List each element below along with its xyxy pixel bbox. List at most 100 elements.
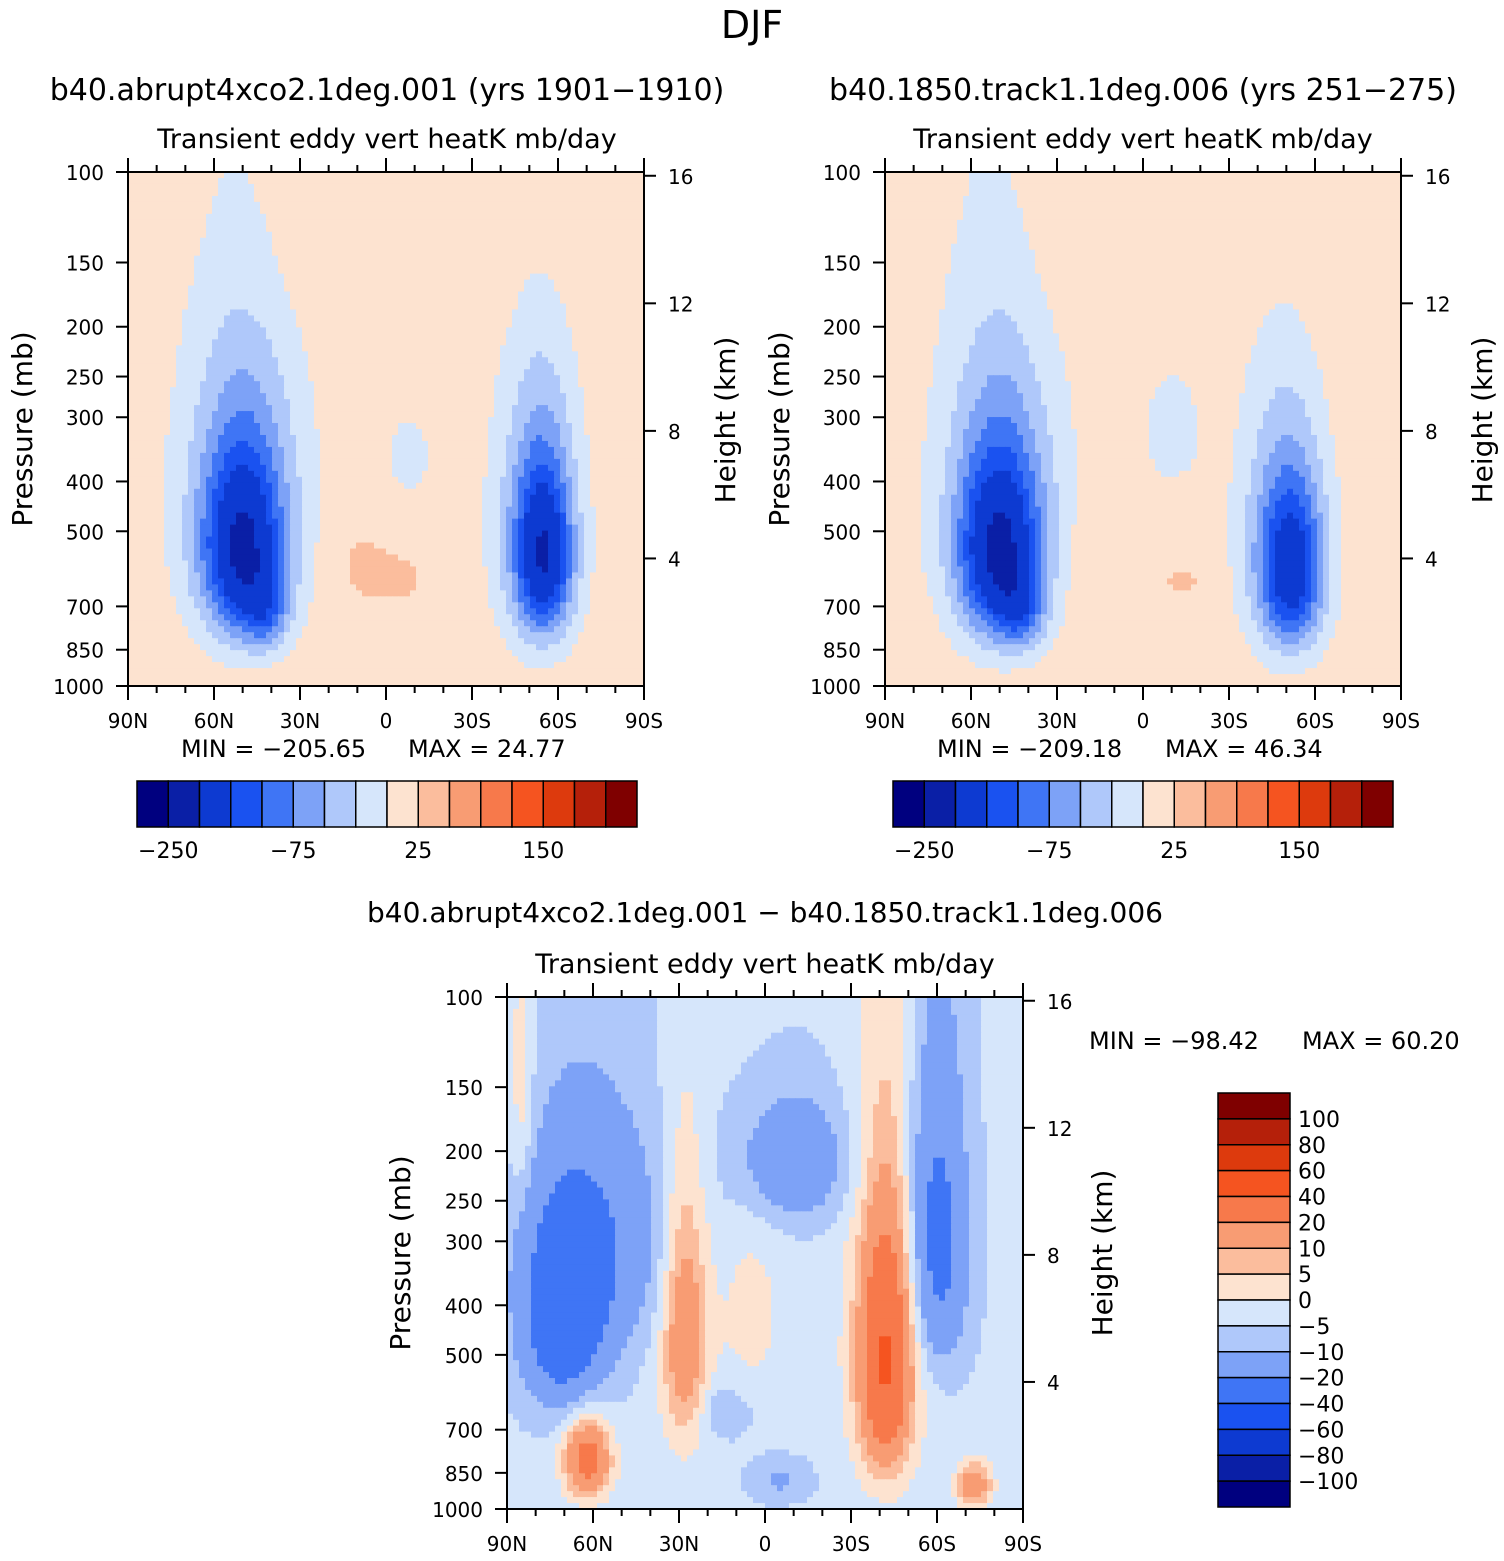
- field-cell: [314, 321, 321, 328]
- field-cell: [482, 219, 489, 227]
- field-cell: [176, 476, 183, 484]
- field-cell: [350, 315, 357, 323]
- field-cell: [314, 195, 321, 203]
- field-cell: [146, 387, 153, 394]
- field-cell: [350, 231, 357, 239]
- field-cell: [188, 381, 195, 388]
- field-cell: [176, 458, 183, 466]
- field-cell: [362, 183, 369, 191]
- field-cell: [362, 464, 369, 472]
- field-cell: [608, 189, 615, 197]
- field-cell: [368, 434, 375, 442]
- field-cell: [434, 225, 441, 233]
- field-cell: [140, 333, 147, 340]
- field-cell: [200, 351, 207, 358]
- field-cell: [494, 464, 501, 472]
- field-cell: [620, 387, 627, 394]
- field-cell: [476, 291, 483, 299]
- field-cell: [434, 309, 441, 317]
- field-cell: [482, 434, 489, 442]
- field-cell: [302, 309, 309, 317]
- field-cell: [554, 363, 561, 370]
- field-cell: [266, 291, 273, 299]
- field-cell: [140, 255, 147, 263]
- field-cell: [296, 440, 303, 448]
- field-cell: [254, 237, 261, 245]
- field-cell: [500, 411, 507, 418]
- field-cell: [380, 429, 387, 436]
- field-cell: [176, 411, 183, 418]
- field-cell: [266, 225, 273, 233]
- field-cell: [350, 177, 357, 185]
- field-cell: [398, 393, 405, 400]
- field-cell: [296, 297, 303, 305]
- field-cell: [344, 363, 351, 370]
- field-cell: [392, 237, 399, 245]
- field-cell: [338, 231, 345, 239]
- field-cell: [380, 279, 387, 287]
- field-cell: [176, 363, 183, 370]
- field-cell: [512, 225, 519, 233]
- field-cell: [626, 339, 633, 346]
- field-cell: [164, 321, 171, 328]
- field-cell: [452, 321, 459, 328]
- field-cell: [164, 207, 171, 215]
- field-cell: [446, 500, 453, 508]
- field-cell: [440, 321, 447, 328]
- field-cell: [362, 470, 369, 478]
- field-cell: [476, 201, 483, 209]
- field-cell: [626, 291, 633, 299]
- field-cell: [380, 189, 387, 197]
- field-cell: [506, 321, 513, 328]
- field-cell: [170, 225, 177, 233]
- field-cell: [212, 488, 219, 496]
- field-cell: [464, 327, 471, 334]
- field-cell: [128, 452, 135, 460]
- field-cell: [530, 506, 537, 514]
- field-cell: [212, 309, 219, 317]
- field-cell: [578, 285, 585, 293]
- field-cell: [212, 512, 219, 520]
- field-cell: [206, 375, 213, 382]
- field-cell: [506, 237, 513, 245]
- field-cell: [464, 399, 471, 406]
- field-cell: [512, 249, 519, 257]
- field-cell: [320, 476, 327, 484]
- field-cell: [206, 279, 213, 287]
- field-cell: [530, 207, 537, 215]
- field-cell: [566, 476, 573, 484]
- field-cell: [566, 387, 573, 394]
- field-cell: [152, 423, 159, 430]
- field-cell: [350, 297, 357, 305]
- field-cell: [314, 213, 321, 221]
- field-cell: [188, 321, 195, 328]
- field-cell: [440, 333, 447, 340]
- field-cell: [242, 231, 249, 239]
- field-cell: [608, 464, 615, 472]
- field-cell: [290, 470, 297, 478]
- field-cell: [416, 177, 423, 185]
- field-cell: [572, 476, 579, 484]
- field-cell: [608, 369, 615, 376]
- field-cell: [128, 434, 135, 442]
- field-cell: [632, 321, 639, 328]
- field-cell: [242, 375, 249, 382]
- field-cell: [164, 189, 171, 197]
- field-cell: [326, 201, 333, 209]
- field-cell: [476, 345, 483, 352]
- field-cell: [128, 345, 135, 352]
- field-cell: [458, 237, 465, 245]
- field-cell: [128, 172, 135, 179]
- field-cell: [602, 279, 609, 287]
- field-cell: [332, 375, 339, 382]
- field-cell: [548, 429, 555, 436]
- field-cell: [566, 399, 573, 406]
- field-cell: [524, 434, 531, 442]
- field-cell: [302, 249, 309, 257]
- field-cell: [434, 279, 441, 287]
- field-cell: [434, 243, 441, 251]
- field-cell: [428, 303, 435, 311]
- field-cell: [314, 381, 321, 388]
- field-cell: [566, 482, 573, 490]
- field-cell: [530, 476, 537, 484]
